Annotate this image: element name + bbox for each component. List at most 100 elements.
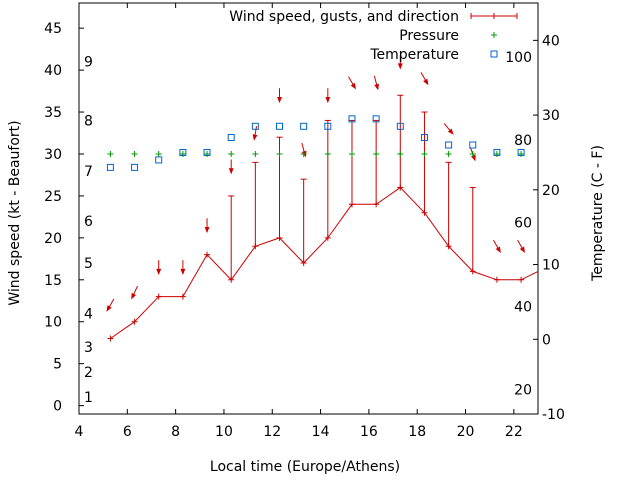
wind-direction-arrow — [443, 123, 454, 135]
temperature-point — [276, 122, 284, 130]
pressure-point — [131, 150, 138, 157]
wind-speed-point — [252, 243, 259, 250]
y2-tick-label: -10 — [542, 407, 565, 423]
pressure-point — [518, 150, 525, 157]
y-tick-label: 5 — [53, 357, 62, 373]
arrow-head — [180, 268, 186, 276]
arrow-head — [423, 78, 429, 86]
beaufort-label: 5 — [84, 256, 93, 272]
plot-frame — [78, 2, 539, 415]
y-tick-label: 20 — [44, 231, 62, 247]
x-tick-label: 10 — [215, 424, 233, 440]
temperature-point — [372, 115, 380, 123]
y-tick-label: 30 — [44, 147, 62, 163]
wind-speed-point — [204, 251, 211, 258]
beaufort-label: 6 — [84, 214, 93, 230]
wind-speed-point — [397, 184, 404, 191]
wind-direction-arrow — [517, 239, 525, 254]
x-tick-label: 18 — [408, 424, 426, 440]
y2-axis-label: Temperature (C - F) — [590, 145, 606, 282]
wind-speed-point — [518, 276, 525, 283]
wind-direction-arrow — [106, 298, 115, 312]
pressure-point — [397, 150, 404, 157]
wind-speed-point — [445, 243, 452, 250]
arrow-head — [204, 226, 210, 234]
pressure-point — [204, 150, 211, 157]
temperature-point — [324, 122, 332, 130]
arrow-head — [252, 134, 258, 141]
legend-swatch-pressure — [491, 32, 497, 38]
pressure-point — [276, 150, 283, 157]
wind-speed-point — [107, 335, 114, 342]
temperature-point — [203, 148, 211, 156]
y-tick-label: 35 — [44, 105, 62, 121]
arrow-head — [397, 63, 403, 70]
arrow-head — [277, 96, 282, 104]
fahrenheit-label: 80 — [514, 133, 532, 149]
temperature-point — [493, 148, 501, 156]
wind-direction-arrow — [252, 126, 258, 141]
wind-direction-arrow — [131, 285, 138, 300]
y2-tick-label: 30 — [542, 108, 560, 124]
x-tick-label: 22 — [505, 424, 523, 440]
legend: Wind speed, gusts, and direction Pressure… — [229, 9, 518, 63]
marks-layer — [106, 54, 538, 342]
beaufort-label: 1 — [84, 390, 93, 406]
wind-speed-point — [300, 260, 307, 267]
wind-direction-arrow — [277, 88, 282, 104]
fahrenheit-label: 100 — [505, 50, 532, 66]
beaufort-label: 7 — [84, 164, 93, 180]
pressure-point — [348, 150, 355, 157]
wind-speed-point — [493, 276, 500, 283]
pressure-point — [252, 150, 259, 157]
wind-speed-point — [179, 293, 186, 300]
y2-tick-label: 10 — [542, 258, 560, 274]
temperature-point — [251, 122, 259, 130]
arrow-head — [325, 96, 331, 104]
wind-speed-line — [110, 186, 538, 339]
x-tick-label: 16 — [360, 424, 378, 440]
wind-direction-arrow — [373, 75, 379, 91]
arrow-head — [519, 246, 525, 254]
wind-direction-arrow — [204, 218, 210, 234]
pressure-point — [324, 150, 331, 157]
temperature-point — [445, 141, 453, 149]
pressure-point — [155, 150, 162, 157]
wind-speed-point — [131, 318, 138, 325]
wind-direction-arrow — [348, 76, 356, 90]
wind-direction-arrow — [325, 88, 331, 104]
pressure-point — [228, 150, 235, 157]
pressure-point — [469, 150, 476, 157]
temperature-point — [106, 163, 114, 171]
pressure-point — [373, 150, 380, 157]
y-tick-label: 45 — [44, 21, 62, 37]
beaufort-label: 8 — [84, 113, 93, 129]
legend-swatch-temperature — [490, 50, 498, 58]
temperature-point — [348, 115, 356, 123]
y2-tick-label: 0 — [542, 332, 551, 348]
arrow-head — [495, 246, 501, 254]
fahrenheit-label: 60 — [514, 216, 532, 232]
wind-speed-point — [155, 293, 162, 300]
temperature-point — [227, 134, 235, 142]
y2-tick-label: 20 — [542, 183, 560, 199]
beaufort-label: 2 — [84, 365, 93, 381]
wind-speed-point — [373, 201, 380, 208]
wind-direction-arrow — [420, 72, 429, 86]
y-tick-label: 0 — [53, 399, 62, 415]
wind-speed-point — [324, 234, 331, 241]
wind-direction-arrow — [156, 260, 162, 276]
arrow-head — [106, 305, 112, 312]
temperature-point — [179, 148, 187, 156]
y-tick-label: 10 — [44, 315, 62, 331]
y2-tick-label: 40 — [542, 33, 560, 49]
temperature-point — [420, 134, 428, 142]
pressure-point — [179, 150, 186, 157]
x-tick-label: 12 — [263, 424, 281, 440]
wind-speed-point — [228, 276, 235, 283]
temperature-point — [396, 122, 404, 130]
temperature-point — [131, 163, 139, 171]
axes-layer: 4 6 8 10 12 14 16 18 20 22051015202530354045-1001… — [44, 2, 565, 440]
wind-direction-arrow — [180, 260, 186, 276]
x-tick-label: 6 — [123, 424, 132, 440]
